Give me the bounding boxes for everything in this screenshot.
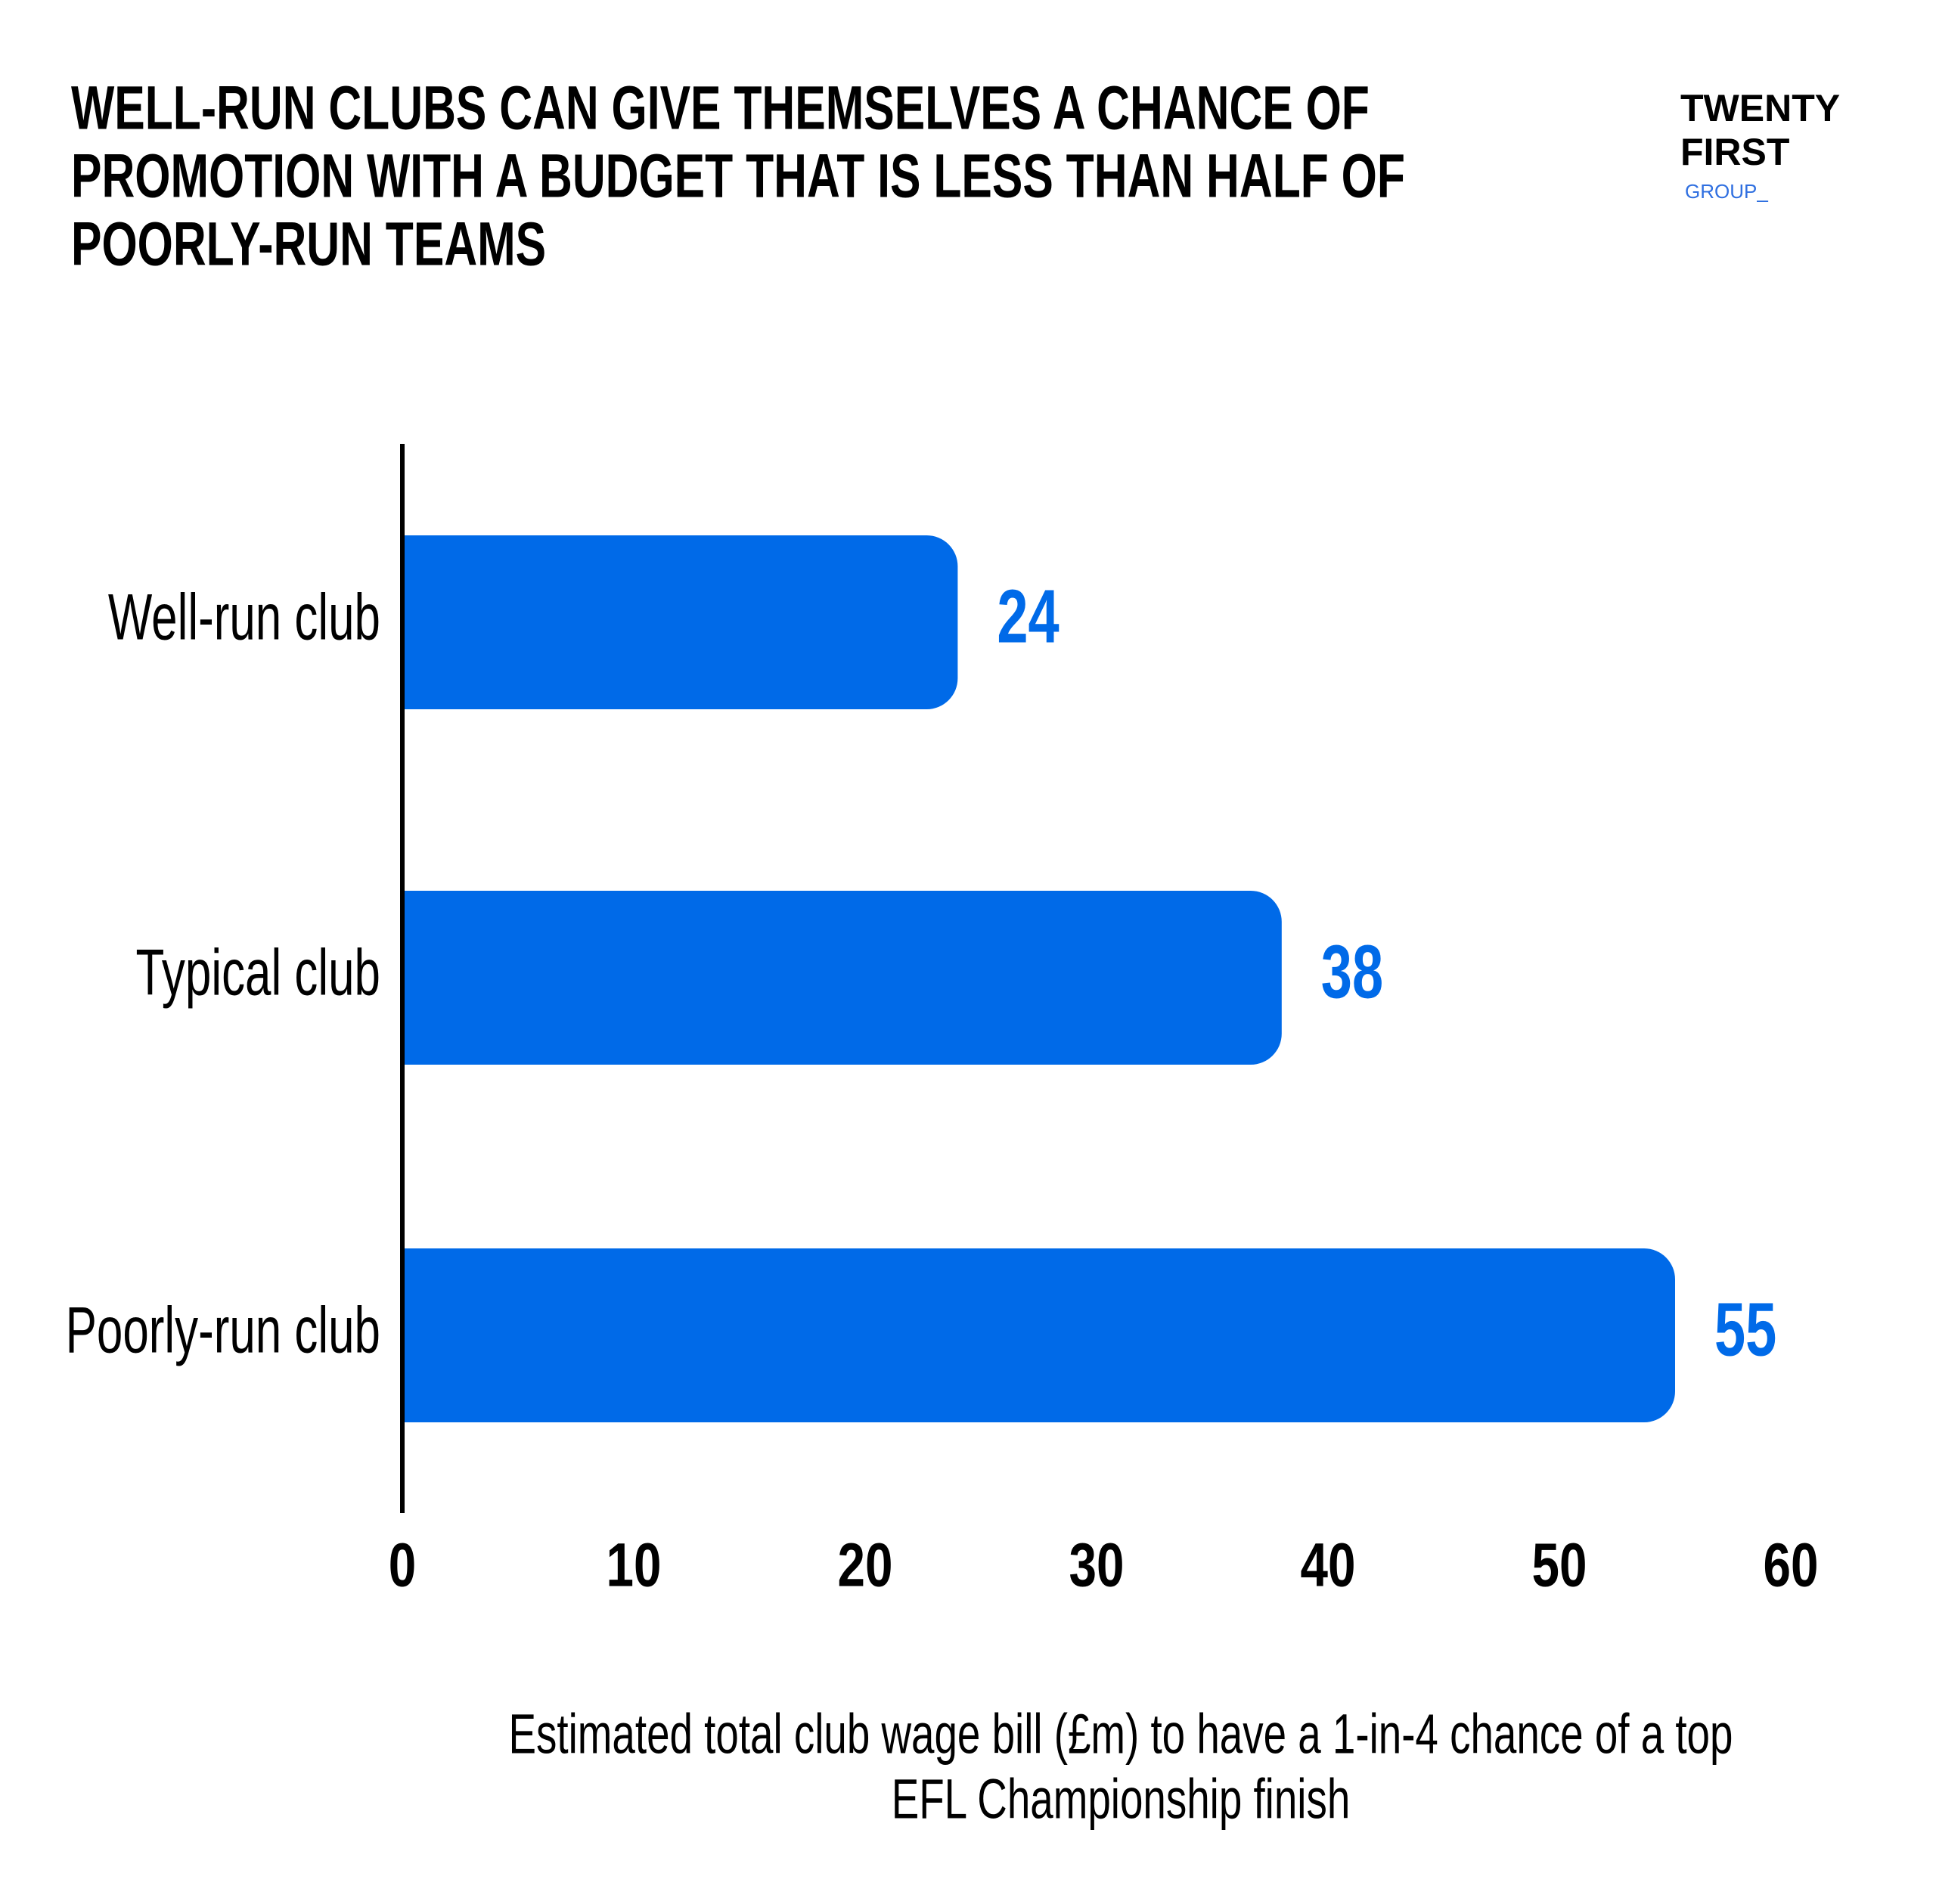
y-tick-label: Typical club	[136, 936, 380, 1009]
chart-title: POORLY-RUN TEAMS	[71, 210, 546, 279]
x-tick-label: 60	[1764, 1530, 1819, 1600]
x-tick-label: 0	[389, 1530, 416, 1600]
bar	[405, 1248, 1675, 1422]
x-tick-label: 30	[1069, 1530, 1125, 1600]
value-label: 24	[997, 573, 1059, 659]
logo-text: FIRST	[1680, 131, 1789, 173]
y-tick-label: Well-run club	[108, 581, 380, 653]
value-label: 38	[1321, 929, 1383, 1014]
x-axis-title: EFL Championship finish	[892, 1767, 1351, 1830]
chart-title: WELL-RUN CLUBS CAN GIVE THEMSELVES A CHA…	[71, 74, 1370, 143]
x-tick-label: 20	[838, 1530, 893, 1600]
y-tick-label: Poorly-run club	[66, 1294, 380, 1366]
x-axis-title: Estimated total club wage bill (£m) to h…	[509, 1702, 1733, 1765]
x-tick-label: 40	[1301, 1530, 1356, 1600]
chart-title: PROMOTION WITH A BUDGET THAT IS LESS THA…	[71, 142, 1405, 211]
x-tick-label: 50	[1532, 1530, 1587, 1600]
bar	[405, 891, 1282, 1065]
x-tick-label: 10	[607, 1530, 662, 1600]
logo-text: TWENTY	[1680, 87, 1840, 129]
bar	[405, 535, 958, 709]
value-label: 55	[1714, 1286, 1776, 1372]
logo-text: GROUP_	[1685, 180, 1768, 203]
